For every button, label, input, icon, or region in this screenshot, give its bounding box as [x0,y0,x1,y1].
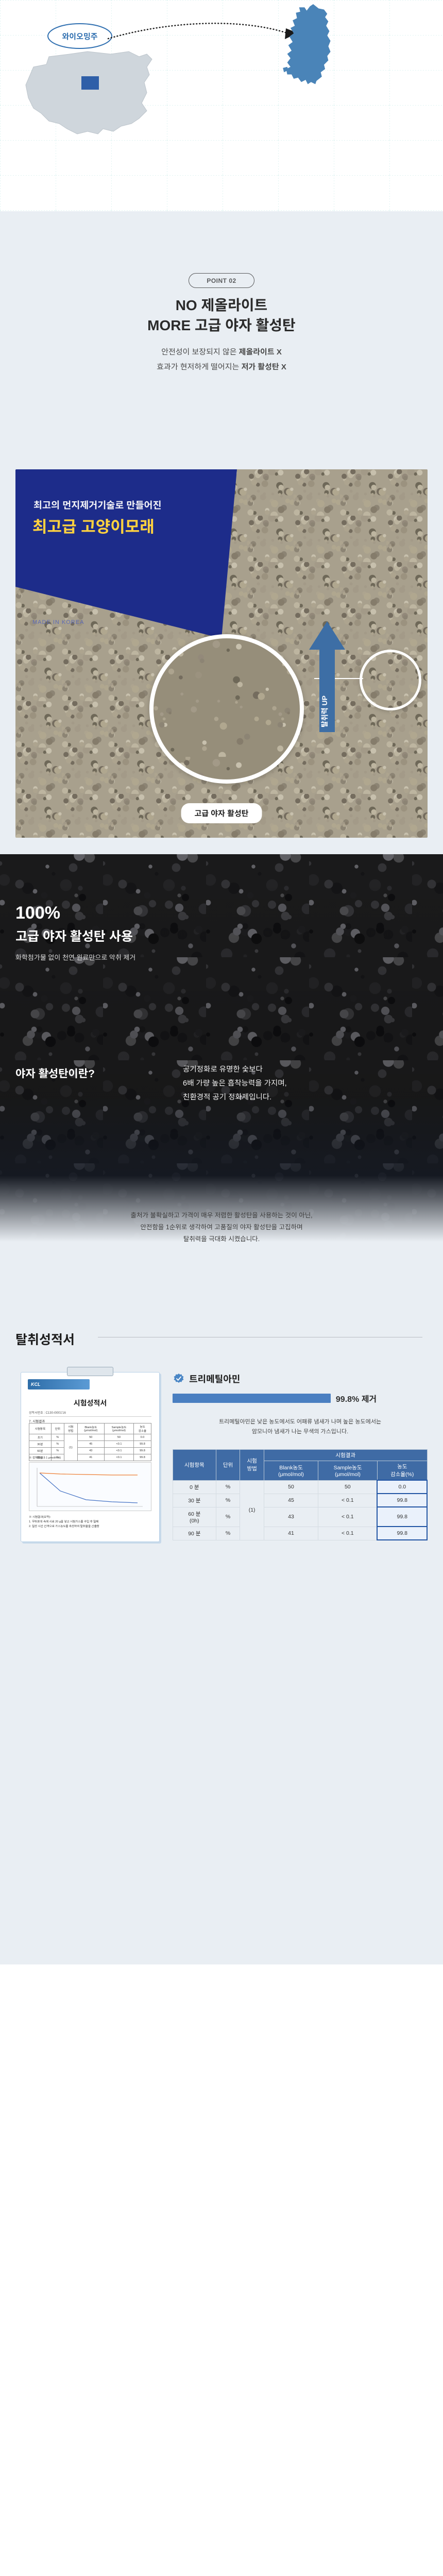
svg-text:와이오밍주: 와이오밍주 [62,32,97,41]
svg-text:최고의 먼지제거기술로 만들어진: 최고의 먼지제거기술로 만들어진 [33,500,162,511]
svg-text:탈취력 UP: 탈취력 UP [320,696,329,727]
svg-text:MADE IN KOREA: MADE IN KOREA [32,619,84,625]
svg-text:최고급 고양이모래: 최고급 고양이모래 [32,518,155,536]
